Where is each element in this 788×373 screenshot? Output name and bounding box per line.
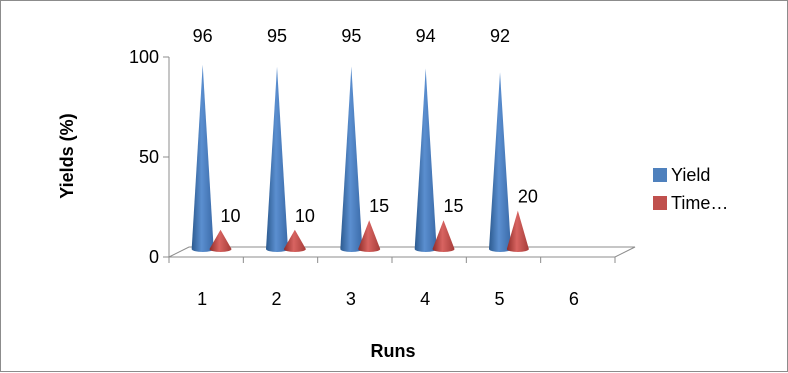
cone-yield [340, 66, 363, 253]
data-label: 15 [444, 196, 464, 216]
data-label: 20 [518, 187, 538, 207]
data-label: 95 [267, 26, 287, 46]
cone-yield [266, 66, 289, 253]
x-tick-label: 4 [420, 289, 430, 309]
chart-floor [168, 246, 636, 258]
cone-yield [414, 68, 437, 253]
x-tick-label: 5 [494, 289, 504, 309]
x-tick-label: 6 [569, 289, 579, 309]
legend-swatch [653, 196, 667, 210]
data-label: 10 [221, 206, 241, 226]
y-tick-label: 0 [149, 247, 159, 267]
data-label: 95 [341, 26, 361, 46]
data-label: 94 [416, 26, 436, 46]
cone-yield [191, 64, 214, 253]
y-tick-label: 100 [129, 47, 159, 67]
cone-time [209, 229, 232, 253]
x-tick-label: 3 [346, 289, 356, 309]
legend-label: Time… [671, 193, 728, 213]
cone-time [432, 220, 455, 253]
cone-time [283, 229, 306, 253]
x-axis-title: Runs [371, 341, 416, 361]
data-label: 15 [369, 196, 389, 216]
data-label: 96 [193, 26, 213, 46]
x-tick-label: 2 [271, 289, 281, 309]
cone-time [358, 220, 381, 253]
y-axis-title: Yields (%) [57, 113, 77, 198]
cone-time [506, 210, 529, 253]
cone-yield [489, 72, 512, 253]
data-label: 92 [490, 26, 510, 46]
x-tick-label: 1 [197, 289, 207, 309]
legend-swatch [653, 168, 667, 182]
data-label: 10 [295, 206, 315, 226]
legend-label: Yield [671, 165, 710, 185]
y-tick-label: 50 [139, 147, 159, 167]
